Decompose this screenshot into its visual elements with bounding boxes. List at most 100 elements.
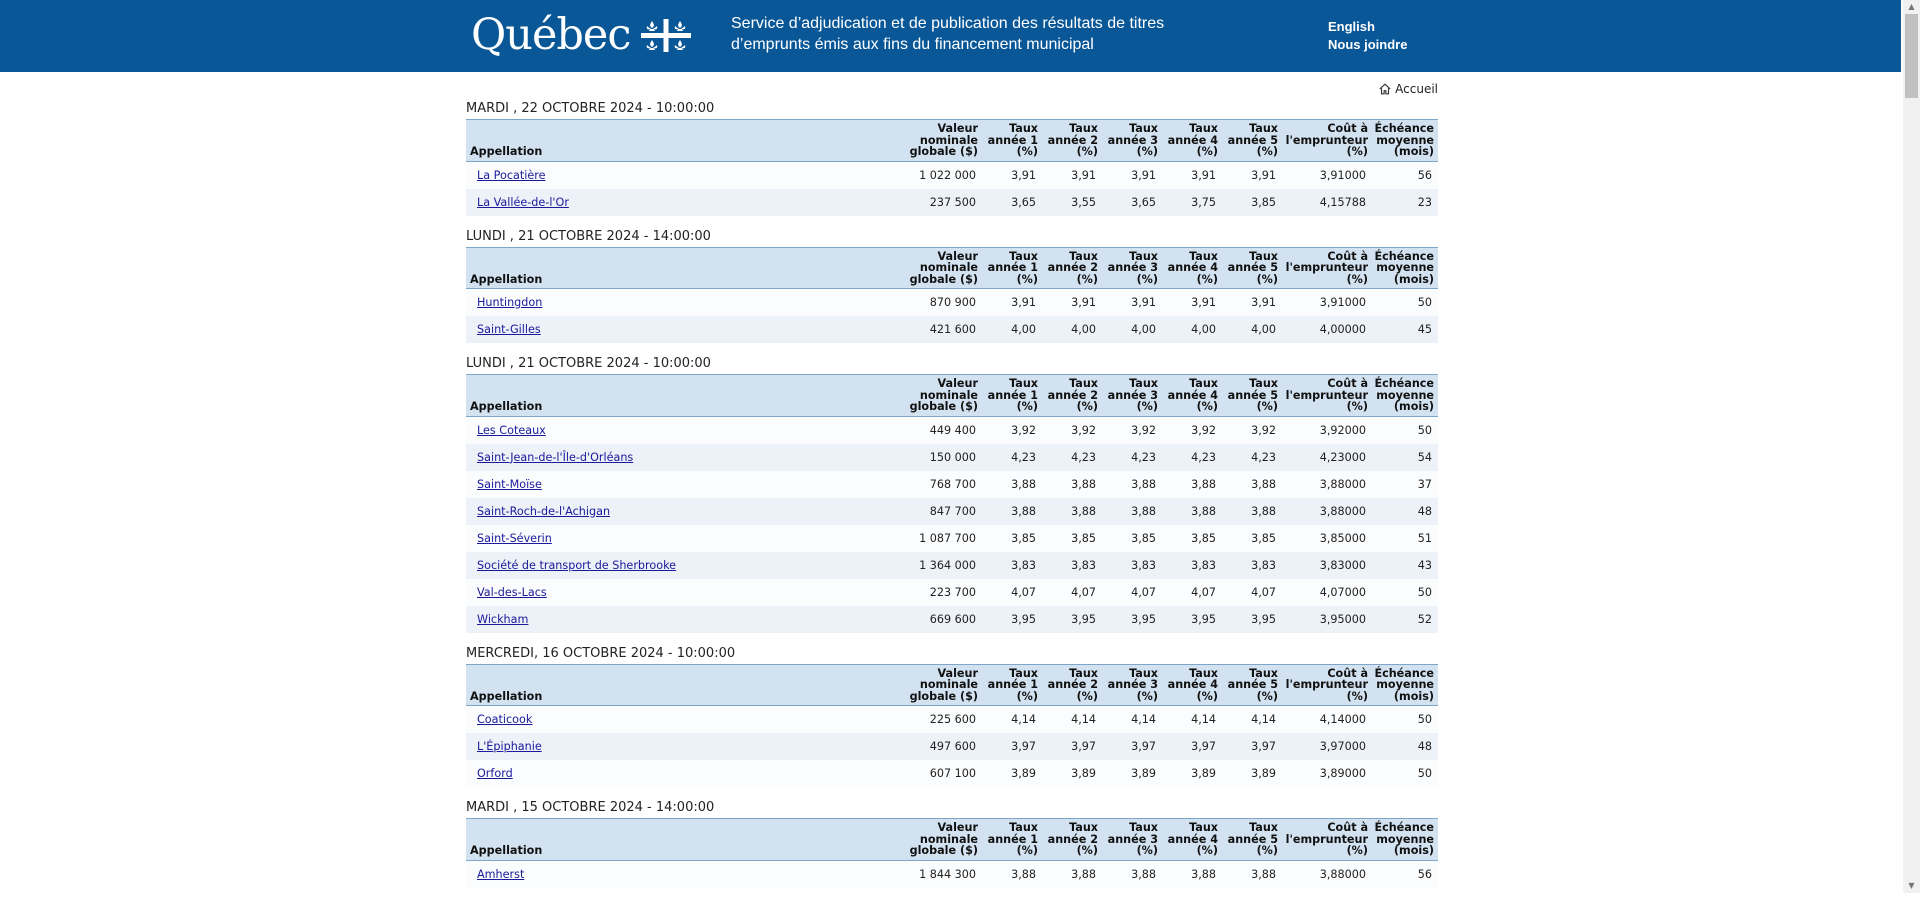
column-header: Appellation: [466, 246, 908, 289]
column-header: Taux année 3 (%): [1102, 818, 1162, 861]
home-link-label[interactable]: Accueil: [1395, 82, 1438, 96]
value-cell: 3,88000: [1282, 497, 1372, 525]
appellation-link[interactable]: Saint-Gilles: [477, 323, 541, 336]
scroll-down-arrow-icon[interactable]: ▼: [1908, 881, 1915, 890]
table-row: La Vallée-de-l'Or 237 500 3,65 3,55 3,65 3,75…: [466, 188, 1438, 216]
column-header: Taux année 5 (%): [1222, 818, 1282, 861]
appellation-link[interactable]: Saint-Jean-de-l'Île-d'Orléans: [477, 450, 634, 464]
column-header: Valeur nominale globale ($): [908, 119, 982, 162]
value-cell: 3,88: [1042, 470, 1102, 498]
column-header: Coût à l'emprunteur (%): [1282, 374, 1372, 417]
appellation-link[interactable]: Saint-Séverin: [477, 531, 552, 545]
appellation-cell: Orford: [466, 760, 908, 787]
value-cell: 3,89: [1102, 760, 1162, 787]
value-cell: 3,97: [1042, 733, 1102, 760]
section-date-title: MARDI , 15 OCTOBRE 2024 - 14:00:00: [466, 800, 715, 815]
column-header: Taux année 3 (%): [1102, 246, 1162, 289]
value-cell: 3,55: [1042, 188, 1102, 216]
value-cell: 1 022 000: [908, 161, 982, 189]
value-cell: 3,92000: [1282, 416, 1372, 444]
home-link[interactable]: Accueil: [466, 80, 1438, 98]
value-cell: 1 087 700: [908, 524, 982, 552]
column-header: Taux année 2 (%): [1042, 119, 1102, 162]
quebec-logo[interactable]: Québec: [471, 11, 692, 59]
header-links: English Nous joindre: [1328, 18, 1407, 54]
value-cell: 3,83: [1102, 551, 1162, 579]
column-header: Coût à l'emprunteur (%): [1282, 246, 1372, 289]
appellation-link[interactable]: Société de transport de Sherbrooke: [477, 558, 677, 572]
scrollbar-thumb[interactable]: [1905, 14, 1918, 98]
value-cell: 4,23: [1162, 443, 1222, 471]
value-cell: 3,83: [1042, 551, 1102, 579]
value-cell: 3,92: [982, 416, 1042, 444]
column-header: Taux année 1 (%): [982, 818, 1042, 861]
appellation-cell: Société de transport de Sherbrooke: [466, 551, 908, 579]
value-cell: 3,88: [1102, 497, 1162, 525]
appellation-cell: Wickham: [466, 605, 908, 633]
value-cell: 3,92: [1162, 416, 1222, 444]
scroll-up-arrow-icon[interactable]: ▲: [1908, 2, 1915, 11]
appellation-link[interactable]: L'Épiphanie: [477, 740, 542, 753]
appellation-link[interactable]: Saint-Moïse: [477, 477, 542, 491]
value-cell: 3,92: [1222, 416, 1282, 444]
value-cell: 4,15788: [1282, 188, 1372, 216]
value-cell: 3,85000: [1282, 524, 1372, 552]
appellation-cell: Amherst: [466, 860, 908, 888]
appellation-link[interactable]: Coaticook: [477, 713, 533, 726]
value-cell: 3,88: [1042, 860, 1102, 888]
appellation-cell: Coaticook: [466, 705, 908, 733]
value-cell: 4,07: [982, 578, 1042, 606]
value-cell: 50: [1372, 416, 1438, 444]
home-icon: [1379, 83, 1391, 95]
column-header: Coût à l'emprunteur (%): [1282, 119, 1372, 162]
value-cell: 3,88: [1222, 497, 1282, 525]
column-header: Taux année 2 (%): [1042, 818, 1102, 861]
appellation-cell: L'Épiphanie: [466, 733, 908, 760]
column-header: Valeur nominale globale ($): [908, 374, 982, 417]
results-section: MARDI , 22 OCTOBRE 2024 - 10:00:00 Appell…: [466, 98, 1438, 216]
appellation-link[interactable]: Saint-Roch-de-l'Achigan: [477, 504, 611, 518]
section-date-title: LUNDI , 21 OCTOBRE 2024 - 10:00:00: [466, 356, 711, 371]
appellation-cell: Huntingdon: [466, 288, 908, 316]
value-cell: 4,00: [1222, 316, 1282, 343]
table-header-row: Appellation Valeur nominale globale ($) Ta…: [466, 374, 1438, 417]
appellation-cell: Saint-Jean-de-l'Île-d'Orléans: [466, 443, 908, 471]
column-header: Taux année 1 (%): [982, 663, 1042, 706]
value-cell: 4,23: [982, 443, 1042, 471]
value-cell: 3,85: [1102, 524, 1162, 552]
value-cell: 4,14000: [1282, 705, 1372, 733]
value-cell: 3,91: [1102, 161, 1162, 189]
value-cell: 847 700: [908, 497, 982, 525]
table-row: Amherst 1 844 300 3,88 3,88 3,88 3,88 3,88 3,88…: [466, 860, 1438, 888]
value-cell: 4,23: [1102, 443, 1162, 471]
column-header: Taux année 2 (%): [1042, 663, 1102, 706]
column-header: Taux année 3 (%): [1102, 663, 1162, 706]
vertical-scrollbar[interactable]: ▲ ▼: [1903, 0, 1920, 893]
value-cell: 3,97000: [1282, 733, 1372, 760]
value-cell: 4,00: [982, 316, 1042, 343]
value-cell: 3,91: [1222, 161, 1282, 189]
appellation-link[interactable]: La Vallée-de-l'Or: [477, 195, 569, 209]
value-cell: 3,97: [1102, 733, 1162, 760]
appellation-link[interactable]: La Pocatière: [477, 168, 546, 182]
appellation-link[interactable]: Amherst: [477, 867, 525, 881]
value-cell: 3,92: [1042, 416, 1102, 444]
value-cell: 23: [1372, 188, 1438, 216]
appellation-link[interactable]: Les Coteaux: [477, 423, 546, 437]
table-row: Coaticook 225 600 4,14 4,14 4,14 4,14 4,14 4,14…: [466, 705, 1438, 733]
value-cell: 870 900: [908, 288, 982, 316]
contact-link[interactable]: Nous joindre: [1328, 37, 1408, 52]
column-header: Taux année 5 (%): [1222, 663, 1282, 706]
value-cell: 3,92: [1102, 416, 1162, 444]
appellation-link[interactable]: Huntingdon: [477, 296, 543, 309]
column-header: Taux année 3 (%): [1102, 119, 1162, 162]
english-link[interactable]: English: [1328, 19, 1375, 34]
appellation-link[interactable]: Orford: [477, 767, 513, 780]
value-cell: 50: [1372, 760, 1438, 787]
value-cell: 56: [1372, 161, 1438, 189]
table-row: Orford 607 100 3,89 3,89 3,89 3,89 3,89 3,89000…: [466, 760, 1438, 787]
appellation-link[interactable]: Val-des-Lacs: [477, 585, 547, 599]
value-cell: 54: [1372, 443, 1438, 471]
value-cell: 4,14: [1222, 705, 1282, 733]
appellation-link[interactable]: Wickham: [477, 612, 529, 626]
